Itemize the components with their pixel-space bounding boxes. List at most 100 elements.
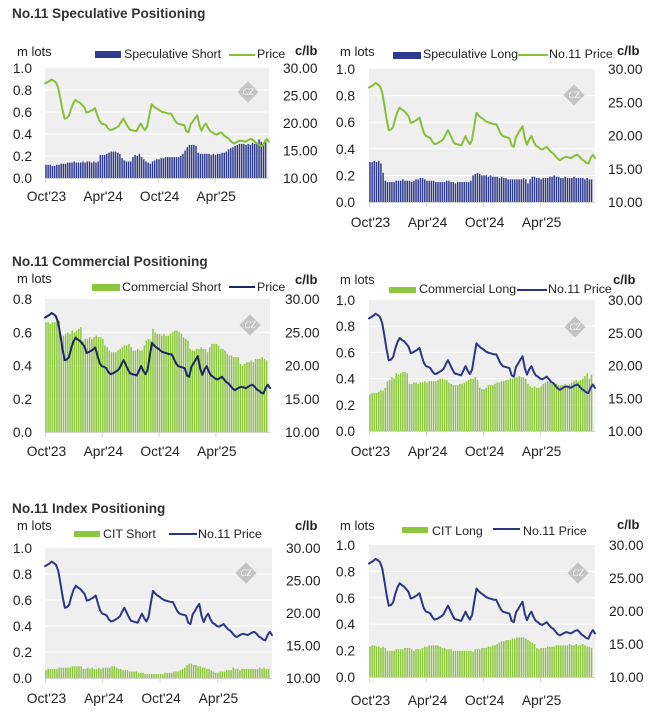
left-axis-unit: m lots (17, 518, 52, 533)
bar (159, 674, 162, 678)
bar (540, 647, 542, 677)
bar (478, 387, 481, 431)
bar (413, 180, 415, 202)
y-left-tick-label: 0.2 (336, 398, 355, 413)
bar (397, 180, 400, 202)
bar (369, 162, 371, 202)
bar (193, 350, 196, 432)
bar (456, 182, 459, 202)
bar (245, 145, 247, 178)
bar (137, 672, 140, 678)
bar (261, 668, 263, 678)
bar (56, 164, 58, 178)
bar (93, 337, 95, 432)
bar (428, 645, 430, 677)
legend-bar-label: Commercial Short (122, 280, 222, 294)
bar (108, 350, 111, 432)
bar (104, 667, 107, 678)
bar (588, 179, 591, 202)
bar (91, 667, 93, 678)
y-left-tick-label: 0.8 (13, 567, 33, 582)
y-left-tick-label: 0.0 (336, 424, 356, 439)
bar (573, 176, 575, 202)
bar (111, 666, 113, 678)
bar (173, 157, 175, 178)
y-right-tick-label: 25.00 (286, 574, 321, 589)
bar (232, 667, 235, 678)
y-right-tick-label: 25.00 (283, 89, 318, 104)
left-axis-unit: m lots (17, 44, 52, 59)
bar (413, 382, 415, 431)
y-right-tick-label: 25.00 (608, 326, 643, 341)
legend-bar-swatch (393, 52, 421, 59)
bar (527, 383, 529, 431)
chart-commercial-long: m lots c/lb Commercial Long No.11 Price 0.0 0… (336, 272, 643, 459)
bar (404, 180, 406, 202)
bar (171, 157, 173, 178)
bar (590, 179, 593, 202)
bar (579, 178, 582, 202)
bar (426, 180, 428, 202)
bar (66, 162, 69, 178)
bar (167, 335, 170, 432)
bar (518, 179, 520, 202)
bar (173, 671, 175, 678)
bar (474, 377, 477, 431)
bar (265, 668, 268, 678)
bar (371, 393, 373, 431)
bar (516, 637, 518, 677)
y-left-tick-label: 1.0 (13, 541, 33, 556)
bar (166, 672, 168, 678)
legend: Speculative Short Price (95, 47, 285, 61)
bar (399, 373, 402, 431)
bar (195, 348, 198, 433)
bar (452, 385, 455, 431)
bar (186, 147, 189, 178)
y-left-tick-label: 0.8 (336, 564, 356, 579)
bar (247, 668, 250, 678)
bar (485, 647, 487, 677)
bar (397, 374, 400, 431)
bar (102, 338, 104, 432)
bar (58, 320, 60, 432)
bar (246, 362, 248, 432)
bar (505, 640, 507, 677)
bar (518, 637, 520, 677)
bar (489, 646, 492, 677)
bar (264, 141, 267, 178)
y-left-tick-label: 0.2 (336, 168, 355, 183)
bar (406, 180, 408, 202)
x-tick-label: Oct'23 (27, 189, 67, 204)
y-right-tick-label: 25.00 (609, 571, 644, 586)
bar (217, 345, 220, 432)
bar (239, 670, 241, 678)
x-tick-label: Apr'24 (408, 444, 448, 459)
y-left-tick-label: 0.6 (13, 325, 33, 340)
bar (435, 182, 437, 202)
legend-bar-swatch (389, 287, 416, 293)
x-tick-label: Apr'24 (84, 691, 124, 706)
bar (119, 153, 121, 178)
bar (239, 363, 242, 432)
bar (535, 387, 538, 431)
bar (51, 668, 54, 678)
bar (84, 338, 87, 432)
bar (524, 179, 527, 202)
bar (505, 178, 507, 202)
bar (150, 340, 152, 432)
legend-line-label: No.11 Price (549, 47, 613, 61)
bar (45, 670, 47, 678)
bar (170, 672, 173, 678)
bar (53, 165, 56, 178)
bar (162, 674, 164, 678)
x-tick-label: Apr'24 (83, 189, 123, 204)
bar (259, 358, 261, 432)
bar (261, 357, 263, 432)
bar (386, 650, 389, 677)
y-left-tick-label: 0.4 (13, 619, 33, 634)
bar (373, 645, 376, 677)
bar (437, 645, 439, 677)
bar (421, 647, 424, 677)
bar (456, 385, 459, 431)
bar (189, 348, 191, 433)
